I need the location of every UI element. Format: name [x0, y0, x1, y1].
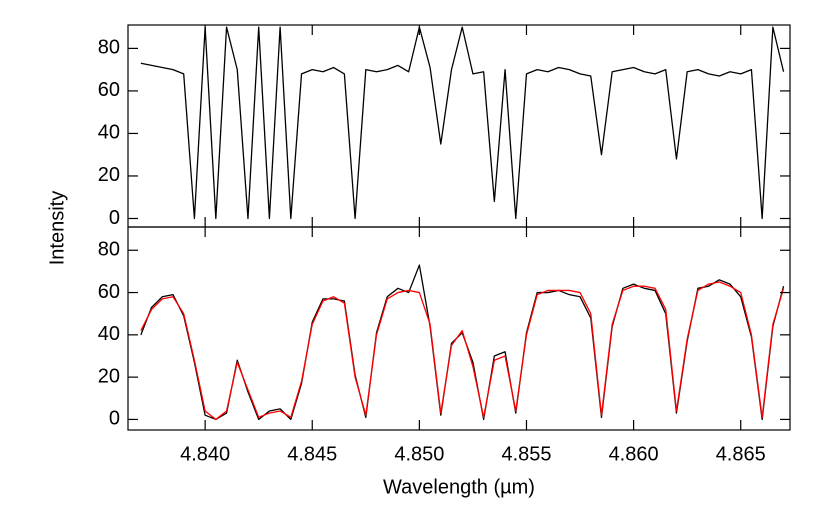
data-line	[140, 26, 785, 220]
y-axis-label: Intensity	[46, 191, 68, 265]
x-axis-label: Wavelength (µm)	[383, 476, 535, 498]
x-tick-label: 4.865	[716, 443, 766, 465]
data-line	[140, 281, 785, 421]
y-tick-label: 60	[98, 79, 120, 101]
y-tick-label: 40	[98, 323, 120, 345]
y-tick-label: 20	[98, 164, 120, 186]
y-tick-label: 0	[109, 207, 120, 229]
x-tick-label: 4.850	[394, 443, 444, 465]
x-tick-label: 4.845	[287, 443, 337, 465]
plot-frame	[127, 24, 791, 228]
y-tick-label: 0	[109, 408, 120, 430]
y-tick-label: 60	[98, 281, 120, 303]
x-tick-label: 4.855	[501, 443, 551, 465]
y-tick-label: 80	[98, 239, 120, 261]
y-tick-label: 20	[98, 365, 120, 387]
x-tick-label: 4.860	[609, 443, 659, 465]
y-tick-label: 40	[98, 122, 120, 144]
y-tick-label: 80	[98, 37, 120, 59]
plot-frame	[127, 226, 791, 431]
x-tick-label: 4.840	[180, 443, 230, 465]
